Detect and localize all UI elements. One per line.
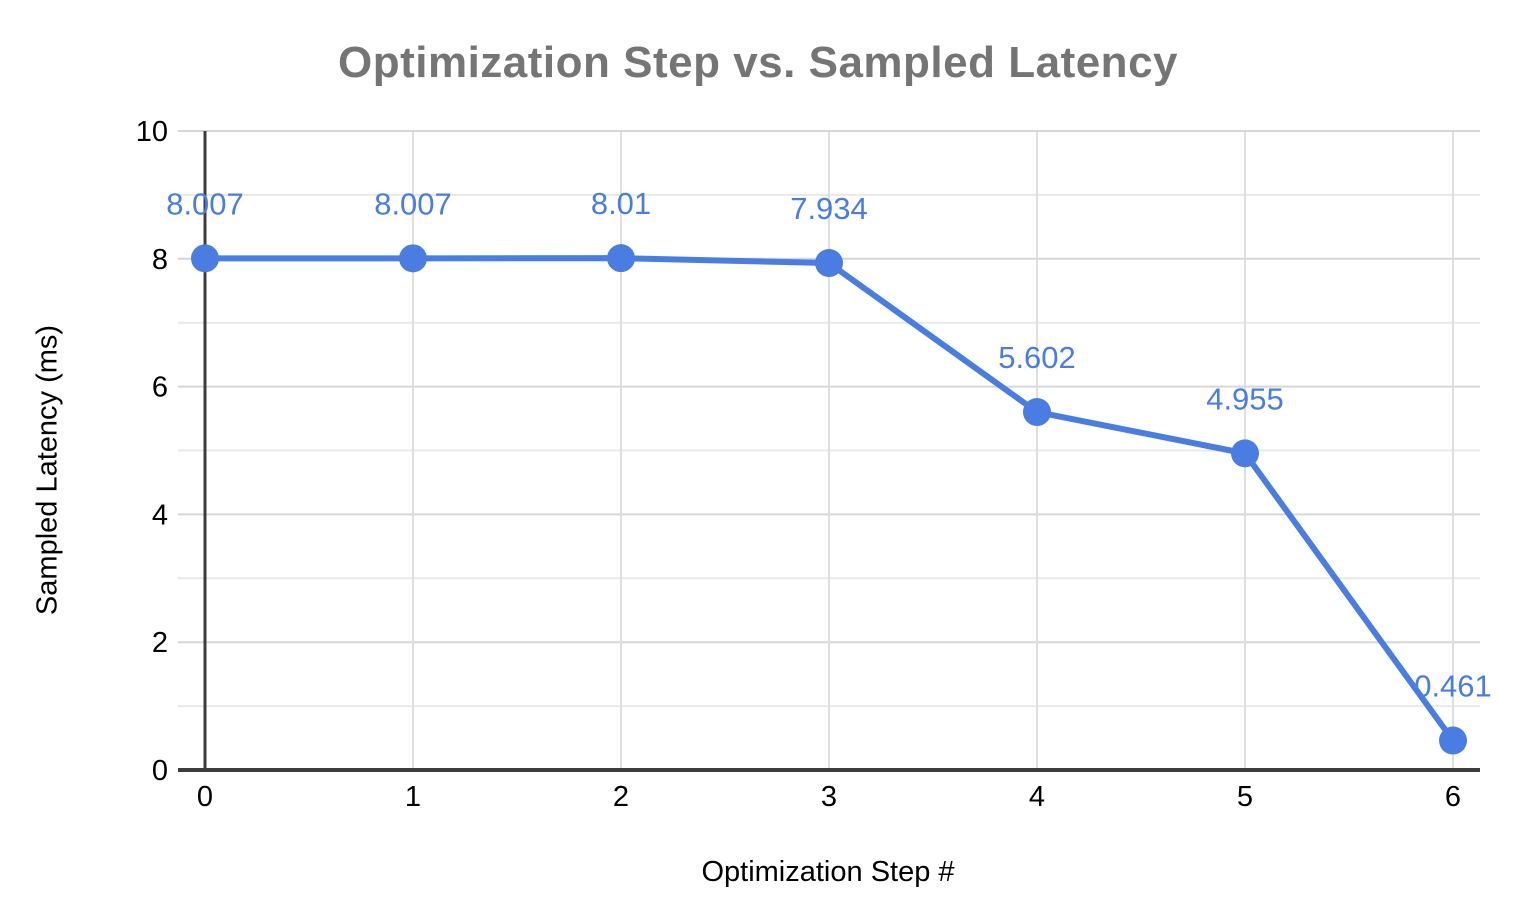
y-tick-label: 6 [152, 372, 168, 404]
x-tick-label: 2 [613, 781, 629, 813]
x-tick-label: 4 [1029, 781, 1045, 813]
data-point-marker[interactable] [1439, 726, 1467, 755]
y-tick-label: 4 [152, 499, 168, 531]
data-point-label: 8.007 [166, 186, 244, 221]
x-tick-label: 5 [1237, 781, 1253, 813]
chart-title: Optimization Step vs. Sampled Latency [337, 38, 1179, 87]
data-point-marker[interactable] [399, 244, 427, 273]
x-tick-label: 6 [1445, 781, 1461, 813]
data-point-label: 8.007 [374, 186, 452, 221]
data-point-marker[interactable] [1231, 439, 1259, 468]
data-point-label: 0.461 [1414, 669, 1492, 704]
y-tick-label: 2 [152, 627, 168, 659]
data-point-label: 8.01 [591, 186, 651, 221]
y-tick-label: 0 [152, 755, 168, 787]
x-tick-label: 0 [197, 781, 213, 813]
x-tick-label: 3 [821, 781, 837, 813]
data-point-marker[interactable] [815, 249, 843, 278]
data-point-label: 7.934 [790, 191, 868, 226]
data-point-marker[interactable] [191, 244, 219, 273]
y-tick-label: 8 [152, 244, 168, 276]
data-point-label: 4.955 [1206, 381, 1284, 416]
data-point-marker[interactable] [607, 244, 635, 273]
x-tick-label: 1 [405, 781, 421, 813]
data-point-label: 5.602 [998, 340, 1076, 375]
x-axis-title: Optimization Step # [701, 856, 955, 888]
y-tick-label: 10 [136, 116, 168, 148]
data-point-marker[interactable] [1023, 398, 1051, 427]
